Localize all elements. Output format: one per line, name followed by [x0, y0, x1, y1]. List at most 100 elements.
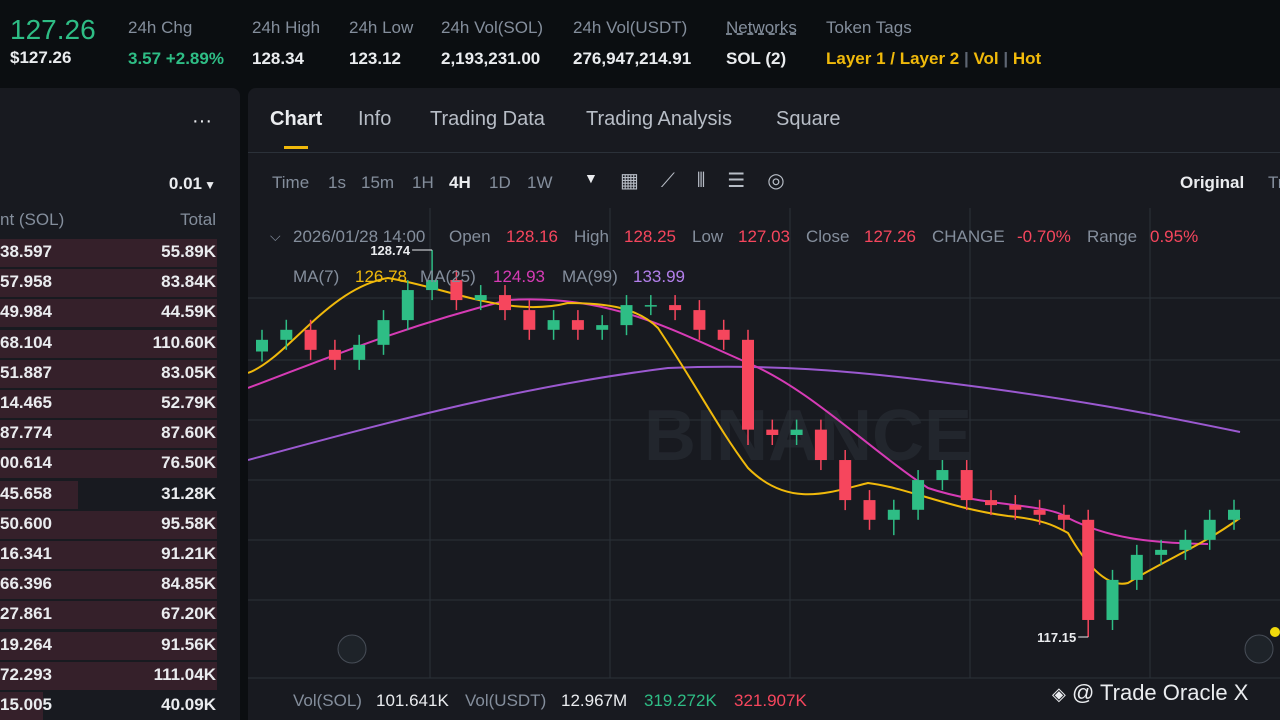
ask-amount: 50.600 — [0, 513, 52, 533]
tab[interactable]: Info — [358, 108, 392, 130]
tag[interactable]: Vol — [973, 49, 999, 68]
ask-total: 83.05K — [161, 362, 216, 382]
stat-label: Networks — [726, 18, 797, 37]
depth-bar — [0, 420, 217, 449]
ask-amount: 27.861 — [0, 604, 52, 624]
ticker-bar: 127.26 $127.26 Token Tags Layer 1 / Laye… — [0, 0, 1280, 82]
info-item: 127.26 — [864, 227, 916, 246]
ask-amount: 72.293 — [0, 664, 52, 684]
candle-body — [1106, 579, 1119, 620]
view-original[interactable]: Original — [1180, 173, 1245, 192]
interval[interactable]: 15m — [361, 173, 395, 192]
menu[interactable]: ··· — [192, 110, 212, 132]
ask-total: 67.20K — [161, 604, 216, 624]
view-cut[interactable]: Tr — [1268, 173, 1280, 192]
depth-bar — [0, 510, 217, 539]
ask-amount: 49.984 — [0, 302, 52, 322]
depth-bar — [0, 661, 217, 690]
ask-amount: 57.958 — [0, 272, 52, 292]
ma99-line — [248, 365, 1241, 461]
info-item: High — [574, 227, 609, 246]
candle-body — [1057, 514, 1070, 520]
interval: Time — [272, 173, 310, 192]
info-item: 319.272K — [644, 691, 717, 710]
ask-total: 111.04K — [153, 664, 216, 684]
depth-bar — [0, 631, 217, 660]
depth-bar — [0, 239, 217, 267]
interval[interactable]: 1s — [328, 173, 346, 192]
candle-body — [1155, 549, 1168, 555]
stat-label: 24h Chg — [128, 18, 193, 37]
interval[interactable]: 1D — [489, 173, 511, 192]
stat-value: 123.12 — [349, 49, 401, 68]
candle-body — [1179, 539, 1192, 550]
candle-body — [936, 470, 949, 481]
candle-body — [450, 280, 463, 301]
info-item: CHANGE — [932, 227, 1005, 246]
depth-bar — [0, 541, 217, 569]
interval[interactable]: 4H — [449, 173, 471, 192]
ask-amount: 14.465 — [0, 393, 52, 412]
stat-label: 24h Vol(USDT) — [573, 18, 688, 37]
candle-body — [620, 305, 633, 326]
collapse-icon: ⌵ — [270, 228, 281, 244]
candle-body — [377, 320, 390, 345]
candle-body — [985, 500, 997, 506]
candle-body — [644, 305, 657, 307]
info-item: MA(7) — [293, 267, 340, 286]
tab[interactable]: Trading Data — [430, 108, 545, 130]
candle-body — [353, 344, 366, 360]
candle-body — [887, 509, 900, 520]
low-label: 117.15 — [1037, 630, 1076, 645]
candle-body — [1203, 519, 1216, 540]
ask-total: 95.58K — [161, 513, 216, 533]
divider — [248, 152, 1280, 153]
candle-body — [960, 470, 973, 501]
depth-bar — [0, 450, 217, 479]
ask-total: 52.79K — [161, 393, 216, 412]
info-item: Open — [449, 227, 491, 246]
info-item: 0.95% — [1150, 227, 1199, 246]
ask-total: 83.84K — [161, 272, 216, 292]
dot — [1270, 627, 1280, 637]
tag[interactable]: Layer 1 / Layer 2 — [826, 49, 960, 68]
ask-total: 84.85K — [161, 574, 216, 594]
stat-value: 3.57 +2.89% — [128, 49, 224, 68]
tab[interactable]: Chart — [270, 108, 323, 130]
ask-total: 55.89K — [161, 242, 216, 261]
more-icon[interactable]: ▼ — [584, 170, 598, 186]
globe-button[interactable] — [337, 634, 367, 664]
info-item: Close — [806, 227, 850, 246]
candle-body — [766, 429, 779, 435]
depth-bar — [0, 601, 217, 630]
info-item: 124.93 — [493, 267, 545, 286]
info-item: 101.641K — [376, 691, 449, 710]
brand-watermark: BINANCE — [644, 396, 972, 476]
info-item: 2026/01/28 14:00 — [293, 227, 426, 246]
ask-amount: 51.887 — [0, 362, 52, 382]
stat-value: 276,947,214.91 — [573, 49, 692, 68]
candle-body — [571, 320, 584, 330]
side-button[interactable] — [1244, 634, 1274, 664]
ask-total: 91.56K — [161, 634, 216, 654]
ask-amount: 45.658 — [0, 483, 52, 503]
precision[interactable]: 0.01 — [168, 174, 202, 193]
info-item: 127.03 — [738, 227, 790, 246]
tags-label: Token Tags — [826, 18, 912, 37]
interval[interactable]: 1W — [527, 173, 553, 192]
watermark-text: @ Trade Oracle X — [1071, 680, 1249, 705]
tab[interactable]: Square — [776, 108, 841, 130]
tool-icons[interactable]: ▦⟋⫴☰◎ — [620, 170, 807, 192]
ask-total: 87.60K — [161, 423, 216, 443]
stat-value: SOL (2) — [726, 49, 787, 68]
candle-body — [693, 310, 706, 330]
ask-amount: 19.264 — [0, 634, 52, 654]
tab[interactable]: Trading Analysis — [586, 108, 732, 130]
ask-amount: 68.104 — [0, 332, 52, 352]
depth-bar — [0, 480, 79, 509]
interval[interactable]: 1H — [412, 173, 434, 192]
tag[interactable]: Hot — [1012, 49, 1042, 68]
dropdown-icon: ▼ — [204, 178, 216, 192]
stat-label: 24h High — [252, 18, 321, 37]
